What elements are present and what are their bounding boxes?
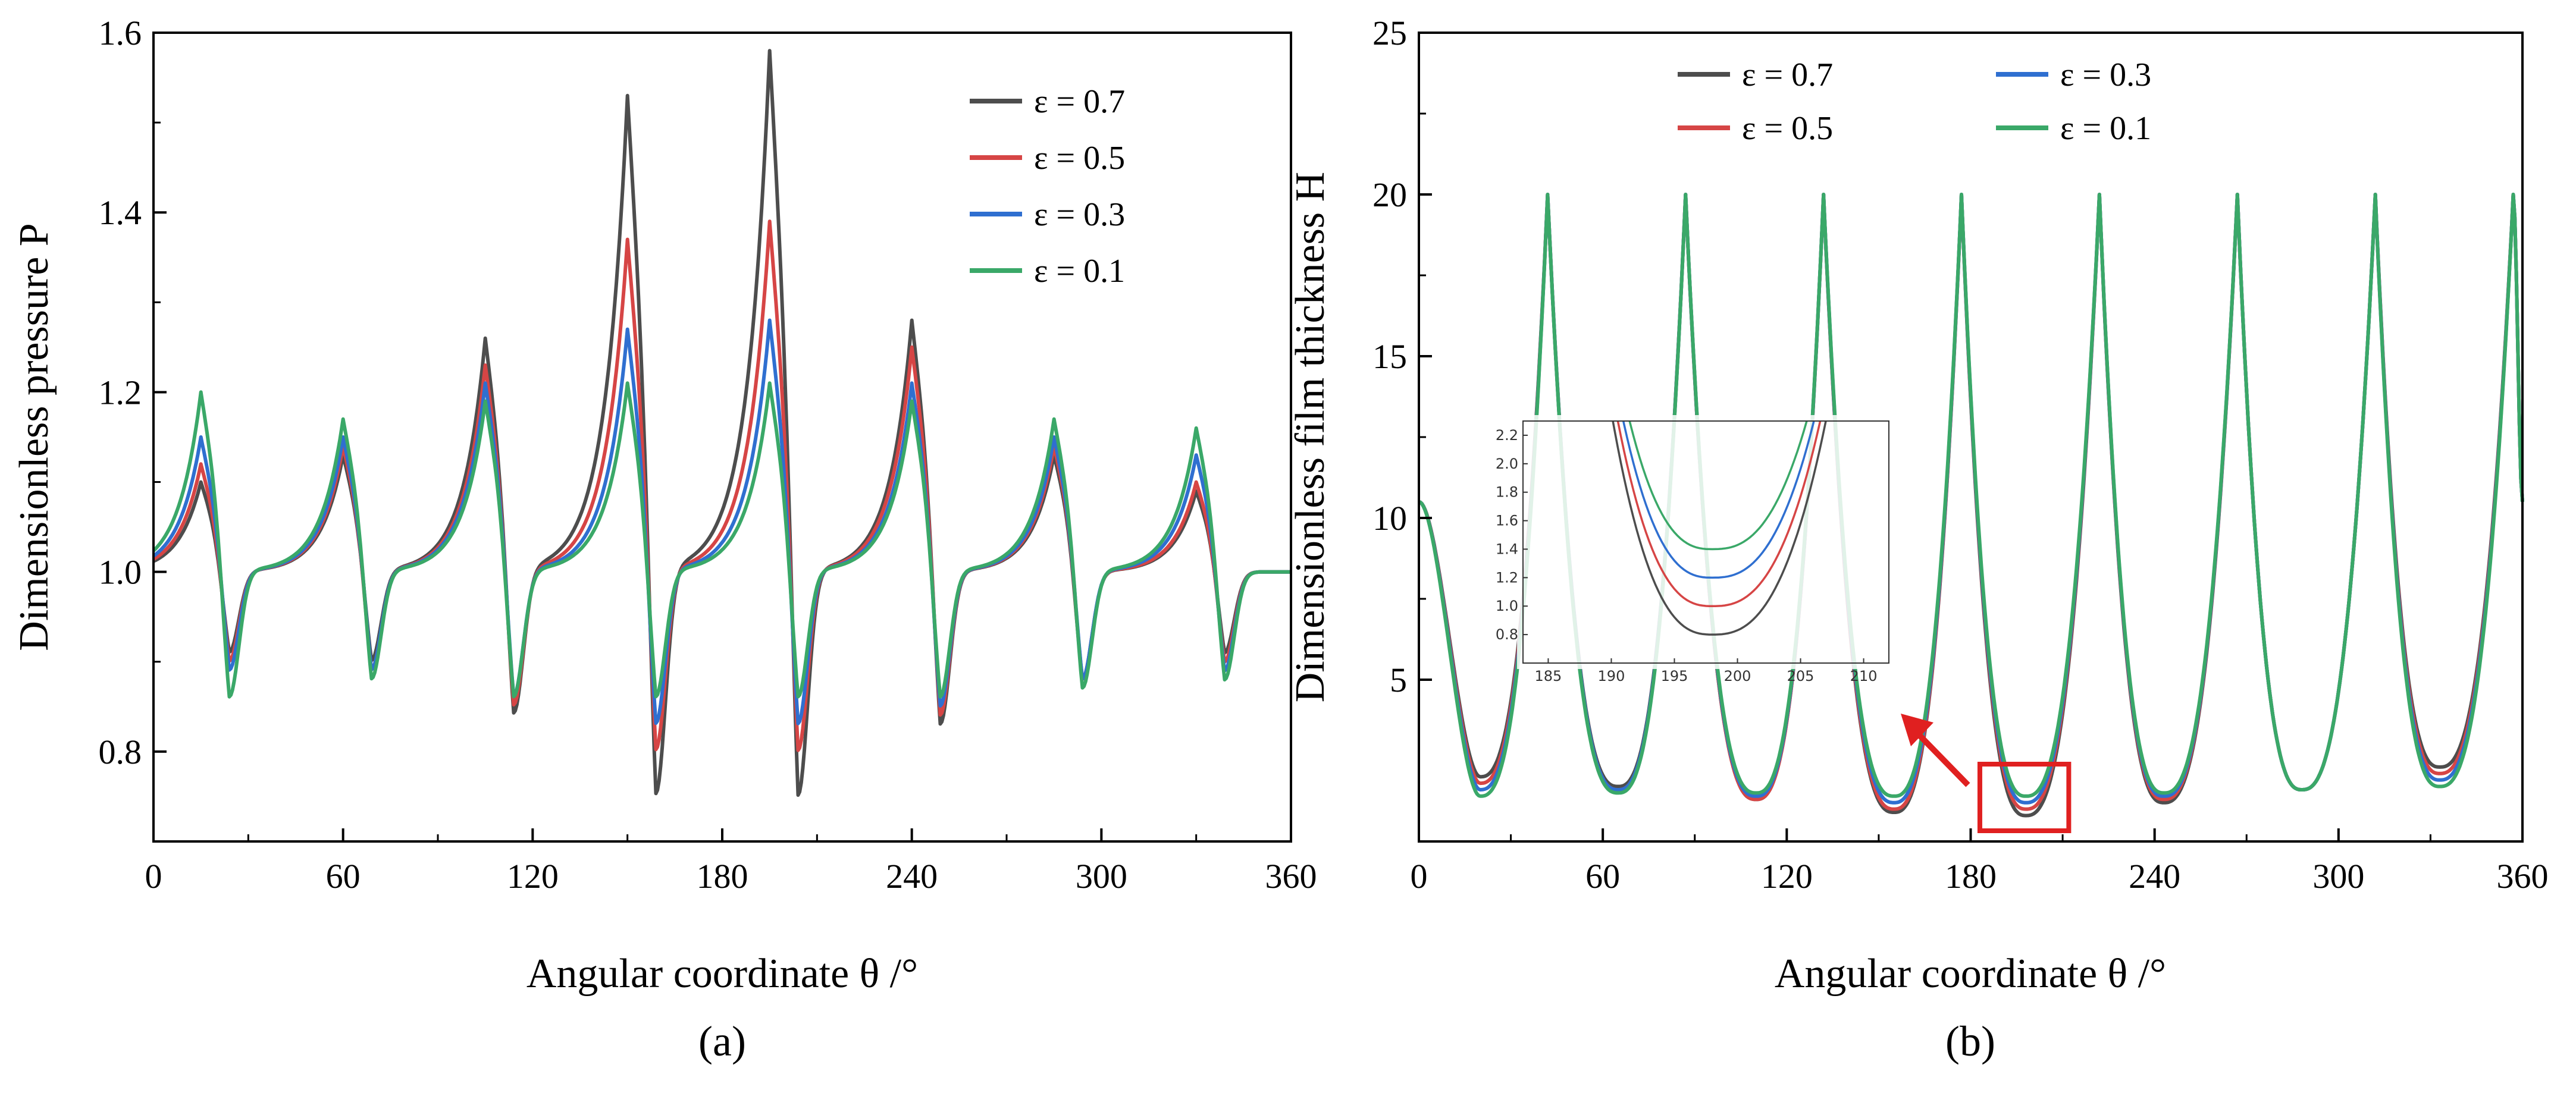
panel-a-y-tick-label: 0.8	[99, 733, 142, 771]
inset-background	[1517, 415, 1895, 669]
panel-a-x-tick-label: 120	[507, 857, 559, 896]
inset-x-tick-label: 190	[1598, 668, 1625, 684]
panel-a-legend-label: ε = 0.5	[1034, 140, 1125, 177]
inset-frame	[1522, 420, 1889, 664]
zoom-arrow-shaft	[1916, 732, 1970, 787]
inset-y-tick-label: 1.6	[1496, 513, 1518, 529]
inset-series-line	[1616, 421, 1822, 607]
panel-b-series-line	[1418, 193, 2524, 798]
inset-curves	[1612, 421, 1827, 636]
inset-x-tick-label: 195	[1661, 668, 1688, 684]
inset-y-tick-label: 2.0	[1496, 456, 1518, 472]
inset-y-tick-label: 0.8	[1496, 626, 1518, 643]
panel-a: 0 60 120 180 240 300 360 0.8 1.0 1.2 1.4 1.6 ε = 0…	[11, 14, 1317, 1065]
inset-y-tick-label: 2.2	[1496, 427, 1518, 444]
panel-b-x-tick-label: 0	[1411, 857, 1428, 896]
panel-b-y-ticks: 5 10 15 20 25	[1372, 14, 1432, 699]
panel-b-y-tick-label: 5	[1390, 661, 1407, 699]
panel-a-y-label: Dimensionless pressure P	[11, 223, 57, 651]
panel-a-x-label: Angular coordinate θ /°	[527, 951, 918, 997]
inset-x-tick-label: 210	[1850, 668, 1878, 684]
panel-b-x-tick-label: 60	[1585, 857, 1620, 896]
inset-series-line	[1612, 421, 1827, 636]
panel-a-legend-label: ε = 0.3	[1034, 196, 1125, 233]
panel-a-y-tick-label: 1.4	[99, 193, 142, 232]
inset-x-tick-label: 205	[1787, 668, 1815, 684]
panel-a-x-tick-label: 60	[326, 857, 361, 896]
panel-b-x-ticks: 0 60 120 180 240 300 360	[1411, 828, 2549, 896]
panel-b-inset: 185 190 195 200 205 210 0.8 1.0 1.2 1.4 1.6 1.8 2.0 2…	[1496, 415, 1895, 684]
panel-a-y-tick-label: 1.6	[99, 14, 142, 52]
panel-b-y-tick-label: 20	[1372, 175, 1407, 214]
panel-b-x-label: Angular coordinate θ /°	[1775, 951, 2166, 997]
inset-y-tick-label: 1.0	[1496, 598, 1518, 614]
panel-a-y-ticks: 0.8 1.0 1.2 1.4 1.6	[99, 14, 167, 771]
panel-a-x-ticks: 0 60 120 180 240 300 360	[145, 828, 1317, 896]
panel-b-x-tick-label: 360	[2497, 857, 2549, 896]
panel-b-x-tick-label: 180	[1945, 857, 1997, 896]
panel-b-y-label: Dimensionless film thickness H	[1287, 172, 1333, 702]
panel-a-x-tick-label: 360	[1265, 857, 1317, 896]
inset-series-line	[1622, 421, 1815, 579]
panel-a-x-tick-label: 180	[697, 857, 748, 896]
zoom-arrow-head	[1901, 714, 1933, 746]
inset-series-line	[1628, 421, 1808, 551]
panel-a-x-tick-label: 0	[145, 857, 162, 896]
inset-y-tick-label: 1.4	[1496, 541, 1518, 557]
panel-b-legend-label: ε = 0.7	[1742, 56, 1833, 93]
panel-b-x-tick-label: 120	[1761, 857, 1813, 896]
panel-b-x-tick-label: 240	[2129, 857, 2180, 896]
inset-y-tick-label: 1.8	[1496, 484, 1518, 501]
panel-a-legend: ε = 0.7 ε = 0.5 ε = 0.3 ε = 0.1	[970, 83, 1125, 290]
panel-b-label: (b)	[1945, 1017, 1995, 1065]
panel-b-legend-label: ε = 0.5	[1742, 110, 1833, 147]
panel-b-y-tick-label: 25	[1372, 14, 1407, 52]
panel-b-legend: ε = 0.7 ε = 0.5 ε = 0.3 ε = 0.1	[1678, 56, 2151, 147]
panel-a-y-tick-label: 1.2	[99, 373, 142, 412]
panel-a-series-line	[152, 219, 1292, 752]
inset-y-tick-label: 1.2	[1496, 569, 1518, 586]
panel-a-x-tick-label: 300	[1076, 857, 1127, 896]
panel-a-legend-label: ε = 0.1	[1034, 253, 1125, 290]
panel-b-legend-label: ε = 0.1	[2060, 110, 2151, 147]
inset-x-tick-label: 200	[1724, 668, 1751, 684]
panel-a-curves	[152, 49, 1292, 797]
panel-a-legend-label: ε = 0.7	[1034, 83, 1125, 120]
panel-a-y-tick-label: 1.0	[99, 553, 142, 592]
panel-b-y-tick-label: 15	[1372, 337, 1407, 376]
zoom-highlight-box	[1977, 762, 2072, 833]
panel-b-highlight	[1901, 714, 2072, 833]
panel-a-label: (a)	[698, 1017, 746, 1065]
panel-b-legend-label: ε = 0.3	[2060, 56, 2151, 93]
panel-b-x-tick-label: 300	[2312, 857, 2364, 896]
panel-b-y-tick-label: 10	[1372, 499, 1407, 538]
inset-x-tick-label: 185	[1535, 668, 1562, 684]
panel-a-series-line	[152, 381, 1292, 699]
panel-b-curves	[1418, 193, 2524, 818]
panel-a-x-tick-label: 240	[886, 857, 938, 896]
